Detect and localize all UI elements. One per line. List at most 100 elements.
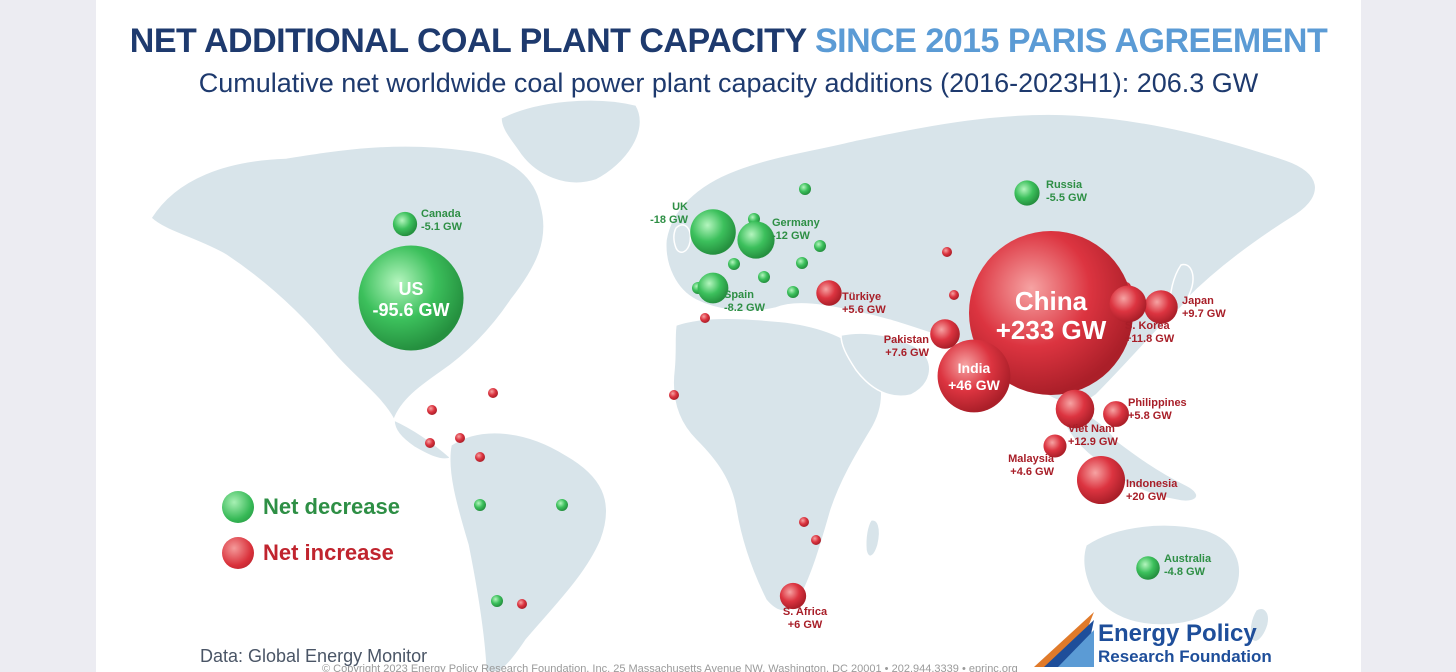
bubble-t-rkiye	[816, 280, 842, 306]
minor-increase-dot	[669, 390, 679, 400]
landmass-new-zealand	[1249, 607, 1270, 643]
minor-increase-dot	[427, 405, 437, 415]
bubble-us	[358, 245, 464, 351]
bubble-layer: US-95.6 GW Canada-5.1 GW UK-18 GW Germany-1…	[358, 179, 1226, 631]
landmass-south-america	[448, 431, 608, 672]
bubble-pakistan	[930, 319, 960, 349]
landmass-madagascar	[865, 519, 881, 557]
value-japan: +9.7 GW	[1182, 308, 1226, 320]
minor-decrease-dot	[728, 258, 740, 270]
bubble-malaysia	[1043, 434, 1067, 458]
label-s-korea: S. Korea	[1125, 320, 1171, 332]
label-s-africa: S. Africa	[783, 606, 828, 618]
data-source: Data: Global Energy Monitor	[200, 646, 428, 666]
bubble-s-africa	[779, 582, 807, 610]
minor-increase-dot	[475, 452, 485, 462]
label-canada: Canada	[421, 208, 462, 220]
minor-increase-dot	[425, 438, 435, 448]
minor-decrease-dot	[814, 240, 826, 252]
bubble-indonesia	[1076, 455, 1126, 505]
minor-increase-dot	[811, 535, 821, 545]
value-canada: -5.1 GW	[421, 221, 463, 233]
value-s-korea: +11.8 GW	[1125, 333, 1175, 345]
label-germany: Germany	[772, 217, 821, 229]
label-china: China	[1015, 286, 1088, 316]
label-viet-nam: Viet Nam	[1068, 423, 1115, 435]
minor-decrease-dot	[474, 499, 486, 511]
bubble-japan	[1144, 290, 1178, 324]
value-spain: -8.2 GW	[724, 302, 766, 314]
value-russia: -5.5 GW	[1046, 192, 1088, 204]
value-germany: -12 GW	[772, 230, 811, 242]
logo-mark-icon	[1034, 612, 1094, 667]
bubble-india	[937, 339, 1011, 413]
landmass-australia	[1082, 524, 1241, 626]
value-malaysia: +4.6 GW	[1010, 466, 1054, 478]
value-viet-nam: +12.9 GW	[1068, 436, 1118, 448]
value-philippines: +5.8 GW	[1128, 410, 1172, 422]
page-subtitle: Cumulative net worldwide coal power plan…	[198, 68, 1259, 98]
world-map: US-95.6 GW Canada-5.1 GW UK-18 GW Germany-1…	[150, 99, 1317, 672]
label-australia: Australia	[1164, 553, 1212, 565]
value-s-africa: +6 GW	[788, 619, 823, 631]
bubble-spain	[697, 272, 729, 304]
legend-red-dot	[222, 537, 254, 569]
minor-increase-dot	[949, 290, 959, 300]
infographic-card: NET ADDITIONAL COAL PLANT CAPACITY SINCE…	[96, 0, 1361, 672]
value-t-rkiye: +5.6 GW	[842, 304, 886, 316]
landmass-north-america	[150, 145, 545, 422]
label-philippines: Philippines	[1128, 397, 1187, 409]
bubble-uk	[690, 209, 736, 255]
landmass-africa	[672, 317, 883, 612]
label-spain: Spain	[724, 289, 754, 301]
minor-decrease-dot	[758, 271, 770, 283]
bubble-s-korea	[1109, 285, 1147, 323]
value-uk: -18 GW	[650, 214, 689, 226]
minor-decrease-dot	[787, 286, 799, 298]
minor-decrease-dot	[491, 595, 503, 607]
minor-decrease-dot	[556, 499, 568, 511]
bubble-china	[969, 231, 1133, 395]
title-main: NET ADDITIONAL COAL PLANT CAPACITY	[129, 22, 807, 60]
legend-increase: Net increase	[222, 537, 394, 569]
minor-increase-dot	[799, 517, 809, 527]
label-uk: UK	[672, 201, 688, 213]
minor-increase-dot	[942, 247, 952, 257]
value-china: +233 GW	[996, 315, 1107, 345]
landmass-central-america	[393, 418, 453, 460]
eprf-logo: Energy Policy Research Foundation	[1034, 612, 1334, 672]
continents	[150, 99, 1317, 672]
logo-line-2: Research Foundation	[1098, 647, 1272, 666]
value-us: -95.6 GW	[372, 300, 449, 320]
value-indonesia: +20 GW	[1126, 491, 1167, 503]
bubble-australia	[1136, 556, 1160, 580]
copyright-notice: © Copyright 2023 Energy Policy Research …	[322, 663, 1018, 672]
value-australia: -4.8 GW	[1164, 566, 1206, 578]
bubble-russia	[1014, 180, 1040, 206]
minor-increase-dot	[455, 433, 465, 443]
label-us: US	[398, 279, 423, 299]
title-highlight: SINCE 2015 PARIS AGREEMENT	[814, 22, 1328, 60]
label-t-rkiye: Türkiye	[842, 291, 881, 303]
landmass-arabia	[840, 332, 931, 397]
legend-increase-label: Net increase	[263, 540, 394, 565]
landmass-southeast-asia	[1055, 398, 1198, 502]
bubble-viet-nam	[1055, 389, 1095, 429]
bubble-canada	[392, 211, 418, 237]
label-russia: Russia	[1046, 179, 1083, 191]
legend-decrease-label: Net decrease	[263, 494, 400, 519]
landmass-greenland	[500, 99, 642, 184]
logo-line-1: Energy Policy	[1098, 620, 1257, 647]
label-pakistan: Pakistan	[884, 334, 930, 346]
minor-decrease-dot	[799, 183, 811, 195]
legend-green-dot	[222, 491, 254, 523]
minor-decrease-dot	[796, 257, 808, 269]
label-india: India	[958, 360, 991, 376]
legend-decrease: Net decrease	[222, 491, 400, 523]
label-japan: Japan	[1182, 295, 1214, 307]
minor-increase-dot	[488, 388, 498, 398]
value-india: +46 GW	[948, 377, 1001, 393]
page-title: NET ADDITIONAL COAL PLANT CAPACITY SINCE…	[96, 22, 1361, 61]
minor-increase-dot	[517, 599, 527, 609]
minor-increase-dot	[700, 313, 710, 323]
